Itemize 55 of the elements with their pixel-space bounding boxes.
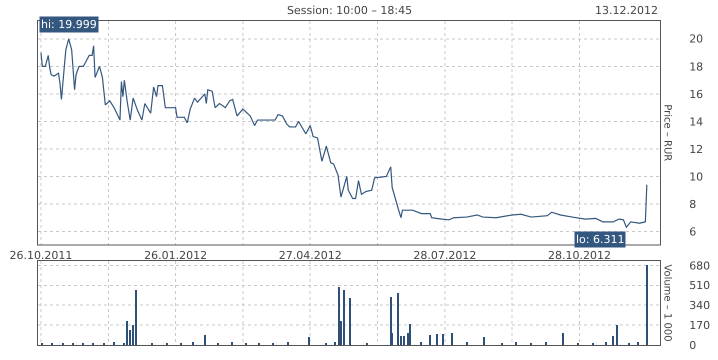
bar (612, 336, 614, 345)
bar (637, 342, 639, 345)
bar (349, 298, 351, 345)
bar (287, 342, 289, 345)
y-tick-label: 6 (689, 225, 696, 238)
bar (113, 342, 115, 345)
bar (192, 342, 194, 345)
bar (646, 264, 648, 345)
text: 13.12.2012 (595, 4, 658, 17)
y-tick-label: 20 (689, 32, 704, 46)
bar (343, 290, 345, 345)
x-tick-label: 28.10.2012 (548, 248, 611, 262)
y-tick-label: 18 (689, 60, 704, 74)
bar (204, 334, 206, 345)
annotation: lo: 6.311 (576, 233, 624, 246)
bar (562, 332, 564, 345)
bar (403, 336, 405, 345)
bar (442, 334, 444, 345)
bar (420, 342, 422, 345)
y-tick-label: 340 (689, 299, 710, 312)
line-series (40, 38, 648, 228)
bar (515, 342, 517, 345)
bar (126, 320, 128, 345)
bar (436, 334, 438, 345)
bar (451, 332, 453, 345)
y-tick-label: 16 (689, 88, 704, 101)
bar (409, 324, 411, 345)
y-axis-title: Price – RUR (661, 104, 672, 162)
y-tick-label: 8 (689, 198, 696, 211)
bar (397, 292, 399, 345)
bar (308, 336, 310, 345)
bar (605, 342, 607, 345)
x-tick-label: 27.04.2012 (278, 248, 342, 262)
bar (616, 324, 618, 345)
bar (429, 334, 431, 345)
y-tick-label: 14 (689, 115, 704, 128)
bar (231, 342, 233, 345)
x-tick-label: 28.07.2012 (413, 248, 476, 262)
y-tick-label: 170 (689, 318, 710, 332)
x-tick-label: 26.10.2011 (9, 248, 72, 262)
bar (338, 286, 340, 345)
y-tick-label: 10 (689, 170, 704, 184)
y-tick-label: 0 (689, 338, 696, 352)
y-axis-title: Volume – 1 000 (661, 264, 672, 342)
bar (483, 336, 485, 345)
y-tick-label: 12 (689, 142, 704, 156)
chart-title: Session: 10:00 – 18:45 (287, 4, 412, 17)
annotation: hi: 19.999 (41, 18, 97, 31)
bar (545, 342, 547, 345)
y-tick-label: 680 (689, 259, 710, 272)
bar (135, 290, 137, 345)
bar (466, 342, 468, 345)
x-tick-label: 26.01.2012 (144, 248, 208, 262)
y-tick-label: 510 (689, 279, 710, 292)
bar (334, 342, 336, 345)
